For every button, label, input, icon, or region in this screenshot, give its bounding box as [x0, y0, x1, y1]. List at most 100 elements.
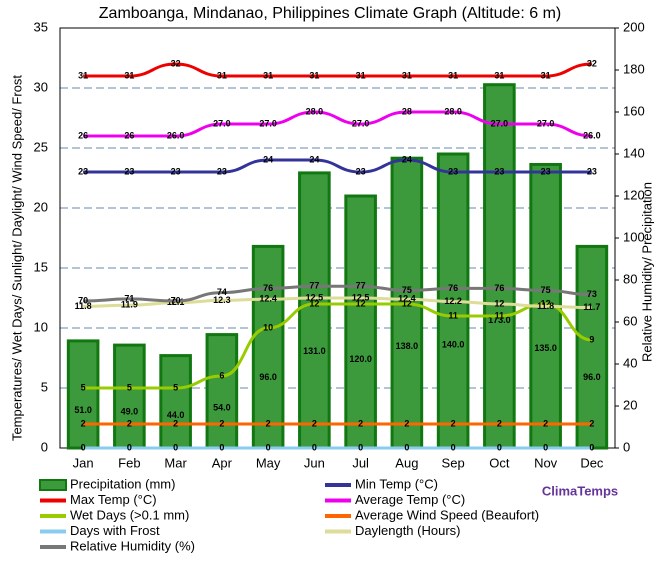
- y2-tick-label: 140: [623, 145, 645, 160]
- value-label: 173.0: [488, 315, 511, 325]
- value-label: 12.4: [398, 294, 416, 304]
- value-label: 26.0: [583, 130, 601, 140]
- value-label: 23: [78, 166, 88, 176]
- value-label: 23: [356, 166, 366, 176]
- value-label: 51.0: [74, 405, 92, 415]
- value-label: 0: [404, 442, 409, 452]
- value-label: 12.2: [444, 296, 462, 306]
- value-label: 11.8: [537, 301, 554, 311]
- value-label: 2: [451, 418, 456, 428]
- value-label: 2: [173, 418, 178, 428]
- value-label: 12: [356, 298, 366, 308]
- y2-tick-label: 0: [623, 439, 630, 454]
- value-label: 75: [402, 285, 412, 295]
- y2-tick-label: 80: [623, 271, 637, 286]
- value-label: 23: [541, 166, 551, 176]
- x-tick-label: Feb: [118, 455, 140, 470]
- y-tick-label: 0: [41, 439, 48, 454]
- bar: [113, 343, 146, 450]
- value-label: 11.9: [121, 300, 138, 310]
- value-label: 11.8: [75, 301, 92, 311]
- value-label: 6: [219, 370, 224, 380]
- bar: [66, 339, 100, 450]
- value-label: 77: [356, 281, 366, 291]
- value-label: 12.4: [259, 294, 277, 304]
- y2-tick-label: 20: [623, 397, 637, 412]
- value-label: 2: [81, 418, 86, 428]
- value-label: 23: [124, 166, 134, 176]
- value-label: 24: [402, 154, 412, 164]
- value-label: 11: [448, 310, 458, 320]
- value-label: 5: [173, 382, 178, 392]
- value-label: 5: [127, 382, 132, 392]
- value-label: 76: [448, 283, 458, 293]
- value-label: 31: [356, 70, 366, 80]
- value-label: 32: [171, 58, 181, 68]
- value-label: 0: [358, 442, 363, 452]
- value-label: 12: [541, 298, 551, 308]
- value-label: 2: [589, 418, 594, 428]
- bar: [344, 194, 377, 450]
- y2-tick-label: 100: [623, 229, 645, 244]
- value-label: 27.0: [259, 118, 277, 128]
- value-label: 140.0: [442, 339, 465, 349]
- value-label: 0: [451, 442, 456, 452]
- value-label: 0: [543, 442, 548, 452]
- value-label: 54.0: [213, 403, 231, 413]
- y2-axis-title: Relative Humidity/ Precipitation: [639, 182, 654, 362]
- value-label: 77: [309, 281, 319, 291]
- y-tick-label: 30: [34, 79, 48, 94]
- value-label: 138.0: [396, 341, 419, 351]
- y-axis-title: Temperatures/ Wet Days/ Sunlight/ Daylig…: [9, 75, 24, 441]
- legend-label: Min Temp (°C): [355, 476, 438, 491]
- value-label: 24: [309, 154, 319, 164]
- value-label: 44.0: [167, 410, 185, 420]
- x-tick-label: Jan: [73, 455, 94, 470]
- value-label: 26.0: [167, 130, 185, 140]
- y-tick-label: 15: [34, 259, 48, 274]
- value-label: 2: [404, 418, 409, 428]
- value-label: 28.0: [306, 106, 324, 116]
- value-label: 12: [309, 298, 319, 308]
- value-label: 27.0: [537, 118, 555, 128]
- value-label: 27.0: [491, 118, 509, 128]
- line: [83, 62, 592, 78]
- bar: [483, 83, 516, 450]
- value-label: 23: [494, 166, 504, 176]
- value-label: 120.0: [349, 354, 372, 364]
- bar: [159, 354, 192, 450]
- y-tick-label: 5: [41, 379, 48, 394]
- x-tick-label: Apr: [212, 455, 233, 470]
- x-tick-label: Aug: [395, 455, 418, 470]
- value-label: 2: [312, 418, 317, 428]
- legend-label: Average Temp (°C): [355, 492, 465, 507]
- x-tick-label: Dec: [580, 455, 604, 470]
- value-label: 10: [263, 322, 273, 332]
- value-label: 0: [266, 442, 271, 452]
- x-tick-label: Sep: [442, 455, 465, 470]
- value-label: 23: [587, 166, 597, 176]
- line: [83, 284, 592, 303]
- value-label: 75: [541, 285, 551, 295]
- value-label: 0: [127, 442, 132, 452]
- x-tick-label: Oct: [489, 455, 510, 470]
- value-label: 96.0: [583, 372, 601, 382]
- legend-swatch: [39, 479, 67, 491]
- value-label: 27.0: [352, 118, 370, 128]
- brand: ClimaTemps: [542, 483, 618, 498]
- value-label: 5: [81, 382, 86, 392]
- x-tick-label: May: [256, 455, 281, 470]
- line: [83, 158, 592, 174]
- value-label: 23: [217, 166, 227, 176]
- value-label: 31: [124, 70, 134, 80]
- value-label: 2: [127, 418, 132, 428]
- value-label: 31: [217, 70, 227, 80]
- value-label: 31: [78, 70, 88, 80]
- y2-tick-label: 180: [623, 61, 645, 76]
- legend-label: Max Temp (°C): [70, 492, 157, 507]
- value-label: 0: [589, 442, 594, 452]
- value-label: 9: [589, 334, 594, 344]
- value-label: 0: [81, 442, 86, 452]
- value-label: 73: [587, 289, 597, 299]
- x-tick-label: Jun: [304, 455, 325, 470]
